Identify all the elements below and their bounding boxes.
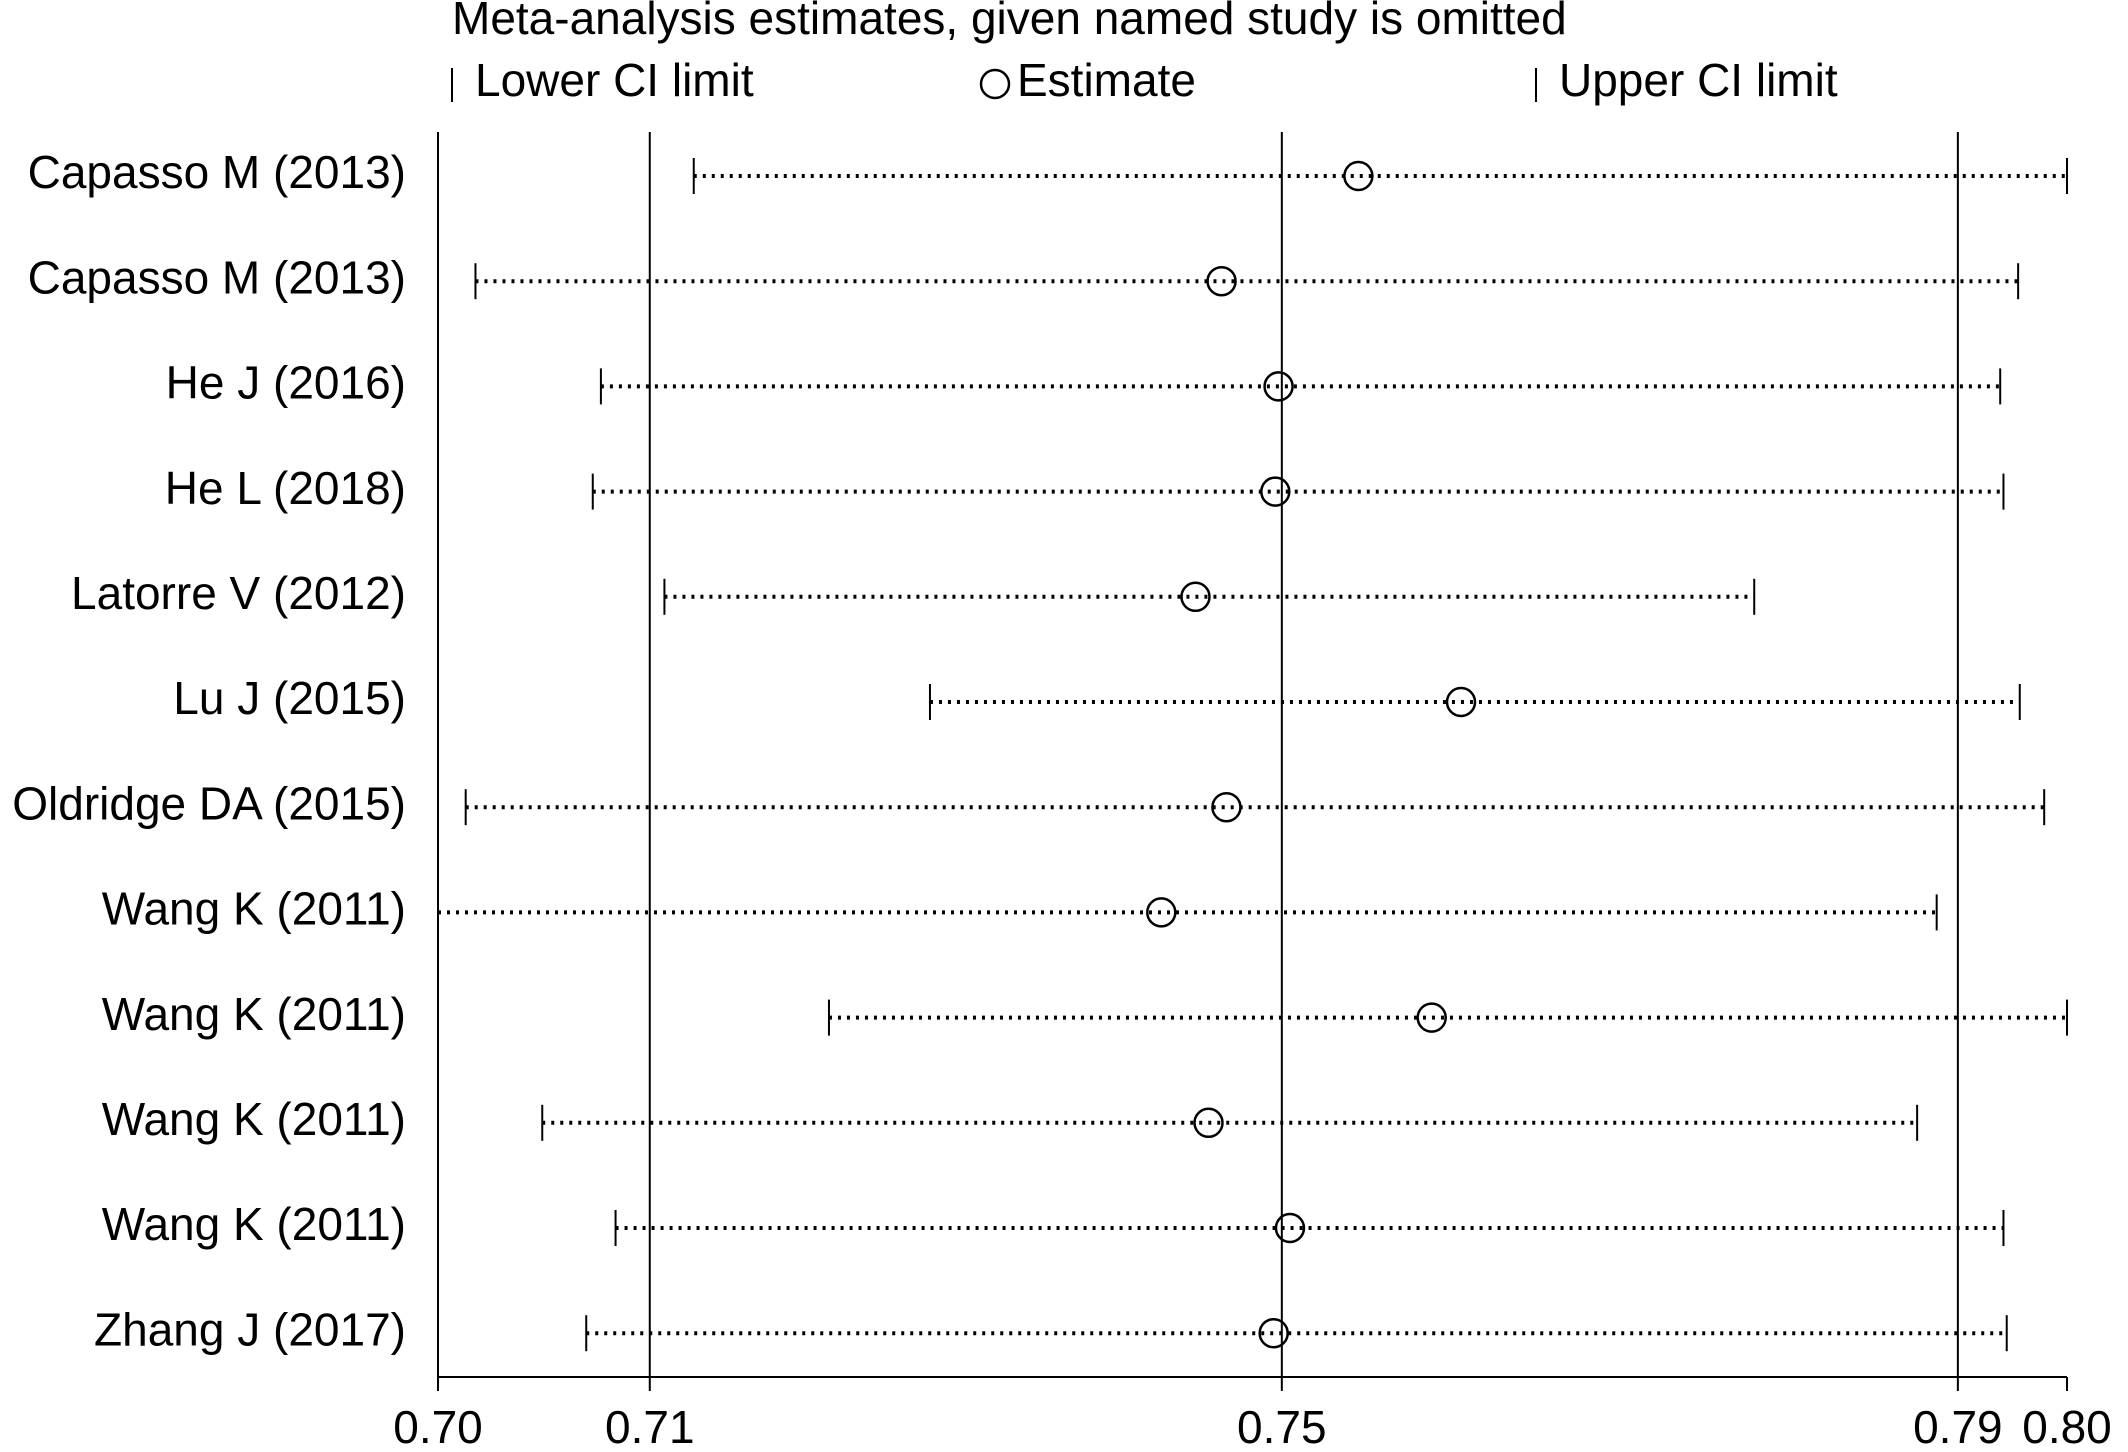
estimate	[1343, 160, 1374, 192]
y-tick-label: Zhang J (2017)	[94, 1303, 406, 1355]
legend-label: Upper CI limit	[1559, 54, 1838, 106]
y-tick-label: He L (2018)	[165, 462, 406, 514]
chart-title: Meta-analysis estimates, given named stu…	[452, 0, 1567, 44]
y-tick-label: Lu J (2015)	[173, 672, 406, 724]
legend-symbol	[979, 68, 1011, 100]
estimate	[1274, 1212, 1306, 1244]
x-tick-label: 0.70	[393, 1401, 483, 1452]
y-tick-label: Wang K (2011)	[102, 883, 406, 935]
estimate	[1206, 265, 1237, 297]
legend-label: Lower CI limit	[475, 54, 754, 106]
y-tick-label: Wang K (2011)	[102, 1198, 406, 1250]
y-tick-label: Wang K (2011)	[102, 988, 406, 1040]
y-tick-label: Wang K (2011)	[102, 1093, 406, 1145]
y-tick-label: Capasso M (2013)	[28, 146, 406, 198]
estimate	[1260, 476, 1291, 507]
estimate	[1211, 791, 1242, 823]
x-tick-label: 0.75	[1237, 1401, 1327, 1452]
estimate	[1416, 1002, 1447, 1033]
estimate	[1445, 686, 1477, 718]
y-tick-label: Capasso M (2013)	[28, 251, 406, 303]
estimate	[1180, 581, 1211, 613]
legend-label: Estimate	[1017, 54, 1196, 106]
y-tick-label: Oldridge DA (2015)	[12, 777, 406, 829]
x-tick-label: 0.80	[2022, 1401, 2112, 1452]
estimate	[1263, 371, 1294, 402]
estimate	[1146, 897, 1177, 928]
estimate	[1258, 1317, 1289, 1349]
x-tick-label: 0.79	[1913, 1401, 2003, 1452]
y-tick-label: He J (2016)	[166, 357, 406, 409]
y-tick-label: Latorre V (2012)	[71, 567, 406, 619]
x-tick-label: 0.71	[605, 1401, 695, 1452]
estimate	[1193, 1107, 1224, 1139]
